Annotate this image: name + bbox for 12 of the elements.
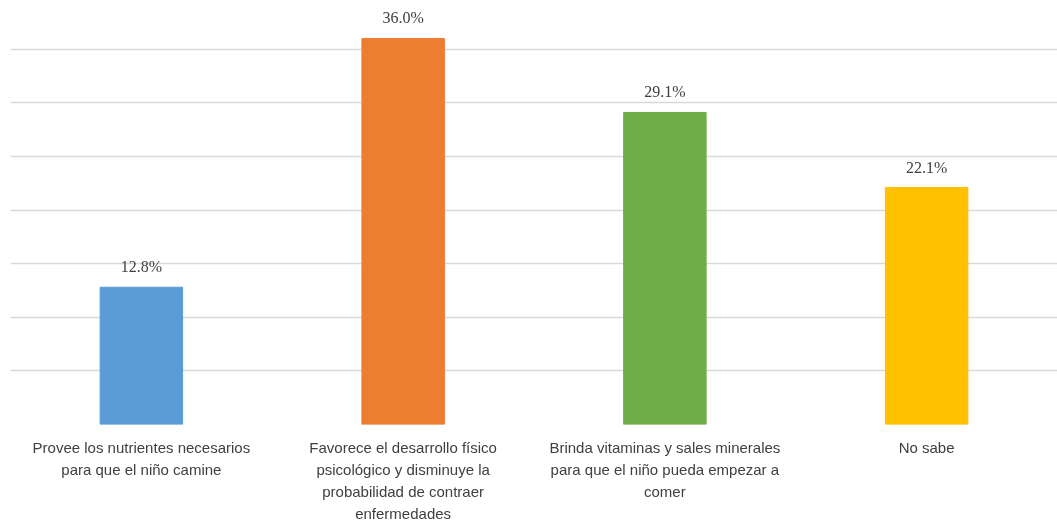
x-tick-label: Favorece el desarrollo físico psicológico y disminuye la probabilidad de contraer enfermedades (309, 438, 497, 522)
bar (361, 37, 445, 425)
x-tick-label: Provee los nutrientes necesarios para que el niño camine (32, 438, 251, 478)
bar (99, 286, 184, 425)
x-tick-label: No sabe (898, 438, 955, 456)
data-label: 12.8% (120, 258, 163, 276)
data-label: 22.1% (905, 158, 948, 176)
x-tick-label: Brinda vitaminas y sales minerales para que el niño pueda empezar a comer (549, 438, 781, 500)
bar (623, 111, 707, 425)
bar (884, 187, 969, 425)
data-label: 29.1% (644, 83, 686, 101)
data-label: 36.0% (382, 9, 424, 27)
